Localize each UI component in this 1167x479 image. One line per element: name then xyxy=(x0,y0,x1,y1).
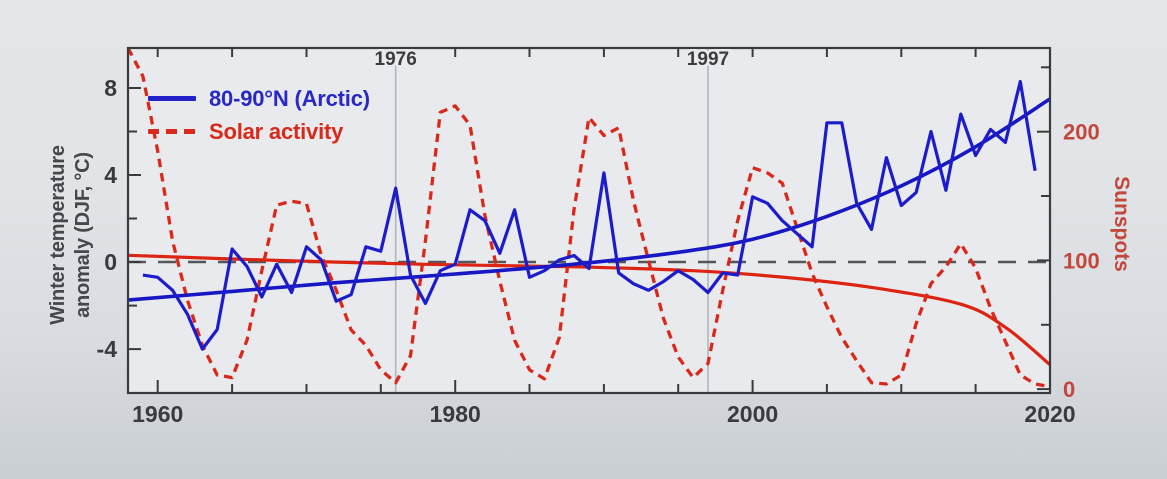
y-right-tick-label: 100 xyxy=(1063,248,1100,273)
right-axis-title: Sunspots xyxy=(1110,176,1133,272)
legend-item-solar: Solar activity xyxy=(148,117,370,146)
y-right-tick-label: 200 xyxy=(1063,120,1100,145)
x-tick-label: 2020 xyxy=(1024,401,1075,427)
annotation-1997: 1997 xyxy=(687,49,729,70)
series-layer xyxy=(127,47,1051,389)
left-axis-title: Winter temperature anomaly (DJF, °C) xyxy=(46,145,96,325)
y-right-tick-label: 0 xyxy=(1063,377,1075,402)
y-left-tick-label: 0 xyxy=(104,249,117,275)
solar-line-swatch xyxy=(148,129,196,134)
y-left-tick-label: -4 xyxy=(97,336,118,362)
legend-item-arctic: 80-90°N (Arctic) xyxy=(148,84,370,113)
arctic-line-swatch xyxy=(148,96,196,101)
legend-label-solar: Solar activity xyxy=(209,118,344,144)
annotation-1976: 1976 xyxy=(375,49,417,70)
arctic-temperature-annual-series xyxy=(142,79,1037,351)
plot-frame xyxy=(126,46,1052,395)
x-tick-label: 2000 xyxy=(727,401,778,427)
left-axis-title-line1: Winter temperature xyxy=(47,145,69,325)
chart-legend: 80-90°N (Arctic) Solar activity xyxy=(148,84,370,146)
y-left-tick-label: 8 xyxy=(104,75,117,101)
left-axis-title-line2: anomaly (DJF, °C) xyxy=(72,152,94,318)
y-left-tick-label: 4 xyxy=(104,162,117,188)
legend-label-arctic: 80-90°N (Arctic) xyxy=(209,85,370,111)
plot-area xyxy=(128,48,1050,393)
solar-activity-annual-series xyxy=(127,47,1051,389)
solar-activity-trend-series xyxy=(127,253,1051,366)
x-tick-label: 1960 xyxy=(132,401,183,427)
x-tick-label: 1980 xyxy=(430,401,481,427)
